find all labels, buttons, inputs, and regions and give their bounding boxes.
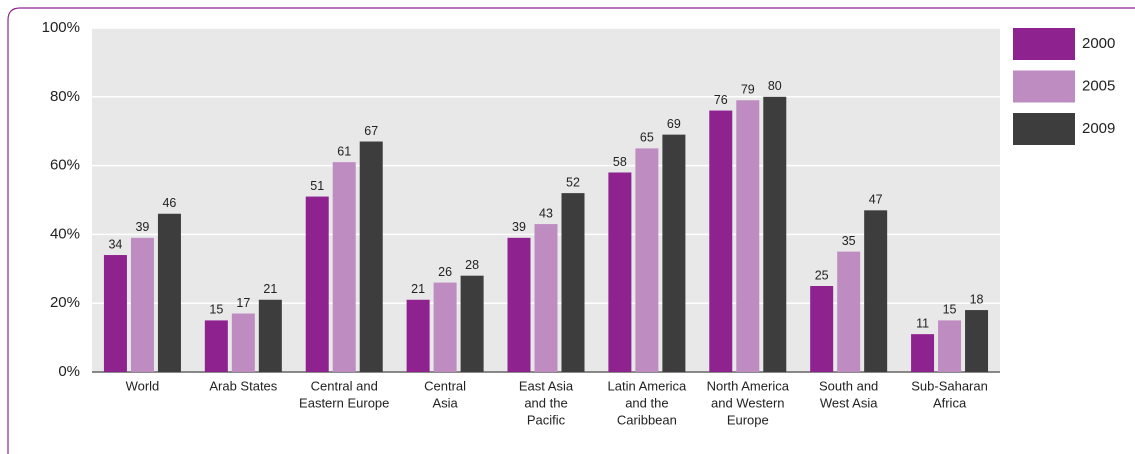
- bar: [359, 141, 383, 372]
- bar: [305, 196, 329, 372]
- value-label: 61: [337, 144, 351, 158]
- bar: [507, 237, 531, 372]
- y-tick-label: 60%: [50, 157, 80, 174]
- x-tick-label: Europe: [727, 412, 769, 427]
- value-label: 46: [162, 196, 176, 210]
- bar: [763, 96, 787, 373]
- value-label: 17: [236, 296, 250, 310]
- bar: [864, 210, 888, 372]
- value-label: 67: [364, 124, 378, 138]
- y-tick-label: 20%: [50, 294, 80, 311]
- value-label: 15: [209, 303, 223, 317]
- frame: [7, 7, 1135, 454]
- x-tick-label: Eastern Europe: [299, 395, 389, 410]
- x-tick-label: East Asia: [519, 378, 574, 393]
- bar: [965, 310, 989, 372]
- bar: [534, 224, 558, 372]
- value-label: 52: [566, 175, 580, 189]
- x-tick-label: Arab States: [209, 378, 277, 393]
- bar: [911, 334, 935, 372]
- x-tick-label: and Western: [711, 395, 784, 410]
- value-label: 69: [667, 117, 681, 131]
- x-tick-label: Central: [424, 378, 466, 393]
- value-label: 51: [310, 179, 324, 193]
- value-label: 15: [943, 303, 957, 317]
- bar: [231, 313, 255, 372]
- legend-label: 2000: [1082, 35, 1115, 52]
- bar: [561, 193, 585, 372]
- bar: [709, 110, 733, 372]
- bar: [736, 100, 760, 373]
- bar: [662, 134, 686, 372]
- legend-label: 2009: [1082, 120, 1115, 137]
- value-label: 65: [640, 131, 654, 145]
- value-label: 80: [768, 79, 782, 93]
- value-label: 35: [842, 234, 856, 248]
- bar: [635, 148, 659, 372]
- value-label: 21: [411, 282, 425, 296]
- x-tick-label: Africa: [933, 395, 967, 410]
- bar: [258, 299, 282, 372]
- x-tick-label: World: [126, 378, 160, 393]
- x-tick-label: Asia: [432, 395, 458, 410]
- value-label: 79: [741, 83, 755, 97]
- x-tick-label: Caribbean: [617, 412, 677, 427]
- bar: [460, 275, 484, 372]
- bar: [810, 286, 834, 372]
- x-tick-label: and the: [625, 395, 668, 410]
- value-label: 28: [465, 258, 479, 272]
- y-tick-label: 0%: [58, 363, 80, 380]
- x-tick-label: North America: [707, 378, 790, 393]
- legend-swatch: [1013, 113, 1075, 145]
- value-label: 26: [438, 265, 452, 279]
- x-tick-label: Pacific: [527, 412, 566, 427]
- bar: [103, 255, 127, 372]
- value-label: 39: [135, 220, 149, 234]
- bar: [433, 282, 457, 372]
- x-tick-label: West Asia: [820, 395, 878, 410]
- bar: [332, 162, 356, 372]
- x-tick-label: Sub-Saharan: [911, 378, 988, 393]
- bar: [406, 299, 430, 372]
- bar: [204, 320, 228, 372]
- value-label: 43: [539, 206, 553, 220]
- legend-swatch: [1013, 28, 1075, 60]
- value-label: 25: [815, 268, 829, 282]
- value-label: 21: [263, 282, 277, 296]
- x-tick-label: and the: [524, 395, 567, 410]
- legend-label: 2005: [1082, 77, 1115, 94]
- bar: [938, 320, 962, 372]
- x-tick-label: South and: [819, 378, 878, 393]
- value-label: 34: [108, 237, 122, 251]
- bar: [157, 213, 181, 372]
- value-label: 58: [613, 155, 627, 169]
- x-tick-label: Central and: [311, 378, 378, 393]
- value-label: 11: [916, 316, 929, 330]
- bar: [608, 172, 632, 372]
- y-tick-label: 100%: [42, 19, 80, 36]
- y-tick-label: 40%: [50, 225, 80, 242]
- bar: [130, 237, 154, 372]
- legend-swatch: [1013, 70, 1075, 103]
- bar: [837, 251, 861, 372]
- y-tick-label: 80%: [50, 88, 80, 105]
- value-label: 76: [714, 93, 728, 107]
- value-label: 39: [512, 220, 526, 234]
- x-tick-label: Latin America: [608, 378, 688, 393]
- value-label: 18: [970, 292, 984, 306]
- value-label: 47: [869, 193, 883, 207]
